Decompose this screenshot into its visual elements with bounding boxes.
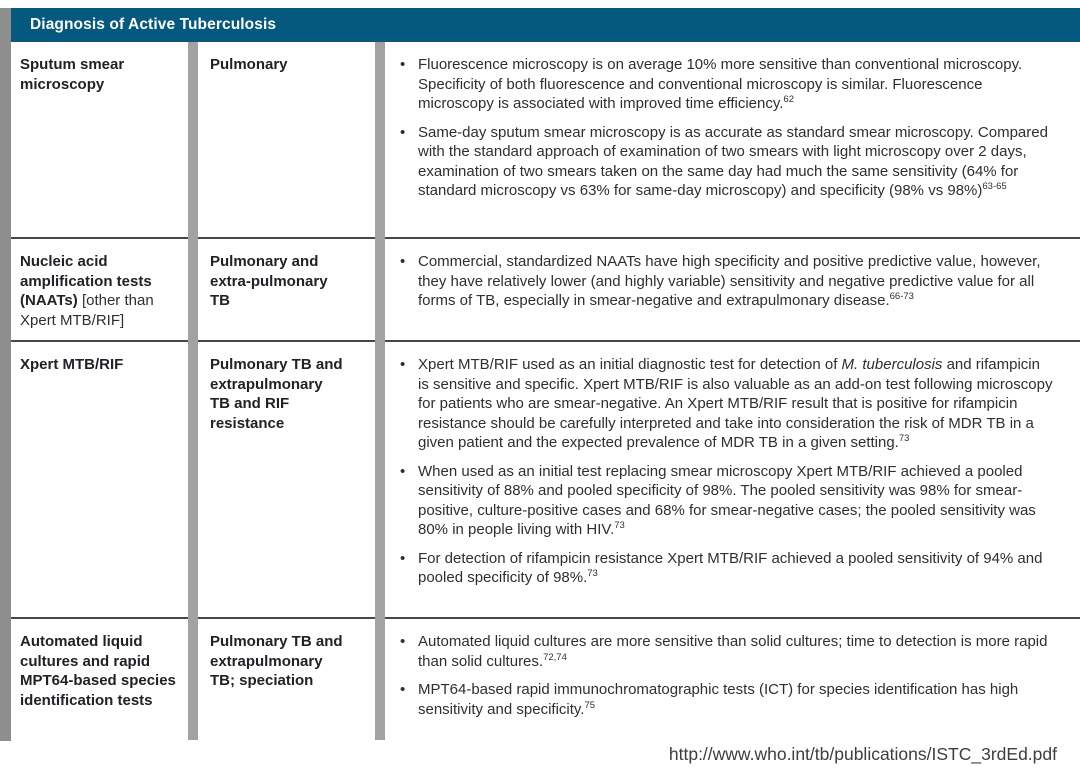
test-name-cell: Sputum smear microscopy (11, 42, 188, 237)
reference-superscript: 66-73 (889, 291, 914, 302)
tb-scope-cell: Pulmonary TB and extrapulmonary TB and R… (198, 340, 375, 617)
bullet-text: For detection of rifampicin resistance X… (418, 549, 1043, 587)
column-divider (375, 340, 385, 617)
table-title: Diagnosis of Active Tuberculosis (30, 16, 277, 33)
bullet-icon: • (400, 123, 406, 141)
bullet-item: • For detection of rifampicin resistance … (400, 549, 1054, 588)
test-name-cell: Xpert MTB/RIF (11, 340, 188, 617)
bullet-icon: • (400, 462, 406, 480)
bullet-icon: • (400, 549, 406, 567)
test-name-cell: Automated liquid cultures and rapid MPT6… (11, 617, 188, 740)
table-row: Xpert MTB/RIF Pulmonary TB and extrapulmo… (11, 340, 1080, 617)
source-url: http://www.who.int/tb/publications/ISTC_… (668, 744, 1057, 764)
column-divider (188, 340, 198, 617)
bullet-item: • MPT64-based rapid immunochromatographic… (400, 680, 1054, 719)
tb-scope-cell: Pulmonary TB and extrapulmonary TB; spec… (198, 617, 375, 740)
bullet-icon: • (400, 356, 406, 373)
table-panel: Diagnosis of Active Tuberculosis Sputum … (11, 8, 1080, 740)
details-cell: • Commercial, standardized NAATs have hig… (385, 237, 1080, 340)
details-cell: • Fluorescence microscopy is on average 1… (385, 42, 1080, 237)
bullet-icon: • (400, 681, 406, 698)
column-divider (375, 42, 385, 237)
table-body: Sputum smear microscopy Pulmonary • Fluores… (11, 42, 1080, 740)
bullet-icon: • (400, 56, 406, 73)
bullet-text: Xpert MTB/RIF used as an initial diagnos… (418, 356, 1053, 451)
table-row: Sputum smear microscopy Pulmonary • Fluores… (11, 42, 1080, 237)
tb-scope: Pulmonary TB and extrapulmonary TB and R… (210, 356, 343, 432)
left-edge-bar (0, 8, 11, 741)
column-divider (375, 237, 385, 340)
details-cell: • Xpert MTB/RIF used as an initial diagno… (385, 340, 1080, 617)
reference-superscript: 73 (614, 520, 625, 531)
bullet-text: When used as an initial test replacing s… (418, 462, 1036, 539)
bullet-icon: • (400, 633, 406, 650)
bullet-icon: • (400, 253, 406, 270)
bullet-text: Automated liquid cultures are more sensi… (418, 633, 1048, 670)
column-divider (188, 617, 198, 740)
bullet-item: • Commercial, standardized NAATs have hig… (400, 252, 1054, 311)
column-divider (188, 42, 198, 237)
table-row: Automated liquid cultures and rapid MPT6… (11, 617, 1080, 740)
test-name: Sputum smear microscopy (20, 56, 125, 93)
tb-scope-cell: Pulmonary and extra-pulmonary TB (198, 237, 375, 340)
bullet-item: • Xpert MTB/RIF used as an initial diagno… (400, 355, 1054, 453)
reference-superscript: 63-65 (982, 181, 1007, 192)
tb-scope-cell: Pulmonary (198, 42, 375, 237)
table-header: Diagnosis of Active Tuberculosis (11, 8, 1080, 42)
bullet-text: MPT64-based rapid immunochromatographic … (418, 681, 1019, 718)
bullet-item: • Automated liquid cultures are more sens… (400, 632, 1054, 671)
reference-superscript: 72,74 (543, 651, 567, 663)
test-name: Xpert MTB/RIF (20, 356, 124, 373)
details-cell: • Automated liquid cultures are more sens… (385, 617, 1080, 740)
reference-superscript: 73 (587, 568, 598, 579)
bullet-item: • Same-day sputum smear microscopy is as … (400, 123, 1054, 201)
bullet-item: • When used as an initial test replacing … (400, 462, 1054, 540)
reference-superscript: 73 (898, 433, 910, 444)
column-divider (375, 617, 385, 740)
reference-superscript: 75 (584, 699, 596, 711)
tb-scope: Pulmonary TB and extrapulmonary TB; spec… (210, 633, 343, 689)
reference-superscript: 62 (783, 94, 794, 105)
test-name-cell: Nucleic acid amplification tests (NAATs)… (11, 237, 188, 340)
test-name: Automated liquid cultures and rapid MPT6… (20, 633, 176, 709)
tb-scope: Pulmonary (210, 56, 288, 73)
bullet-text: Commercial, standardized NAATs have high… (418, 253, 1041, 309)
column-divider (188, 237, 198, 340)
test-name: Nucleic acid amplification tests (NAATs) (20, 253, 152, 309)
bullet-item: • Fluorescence microscopy is on average 1… (400, 55, 1054, 114)
bullet-text: Fluorescence microscopy is on average 10… (418, 56, 1023, 112)
test-name-qualifier: [other than Xpert MTB/RIF] (20, 292, 154, 329)
bullet-text: Same-day sputum smear microscopy is as a… (418, 123, 1048, 200)
tb-scope: Pulmonary and extra-pulmonary TB (210, 253, 328, 309)
table-row: Nucleic acid amplification tests (NAATs)… (11, 237, 1080, 340)
